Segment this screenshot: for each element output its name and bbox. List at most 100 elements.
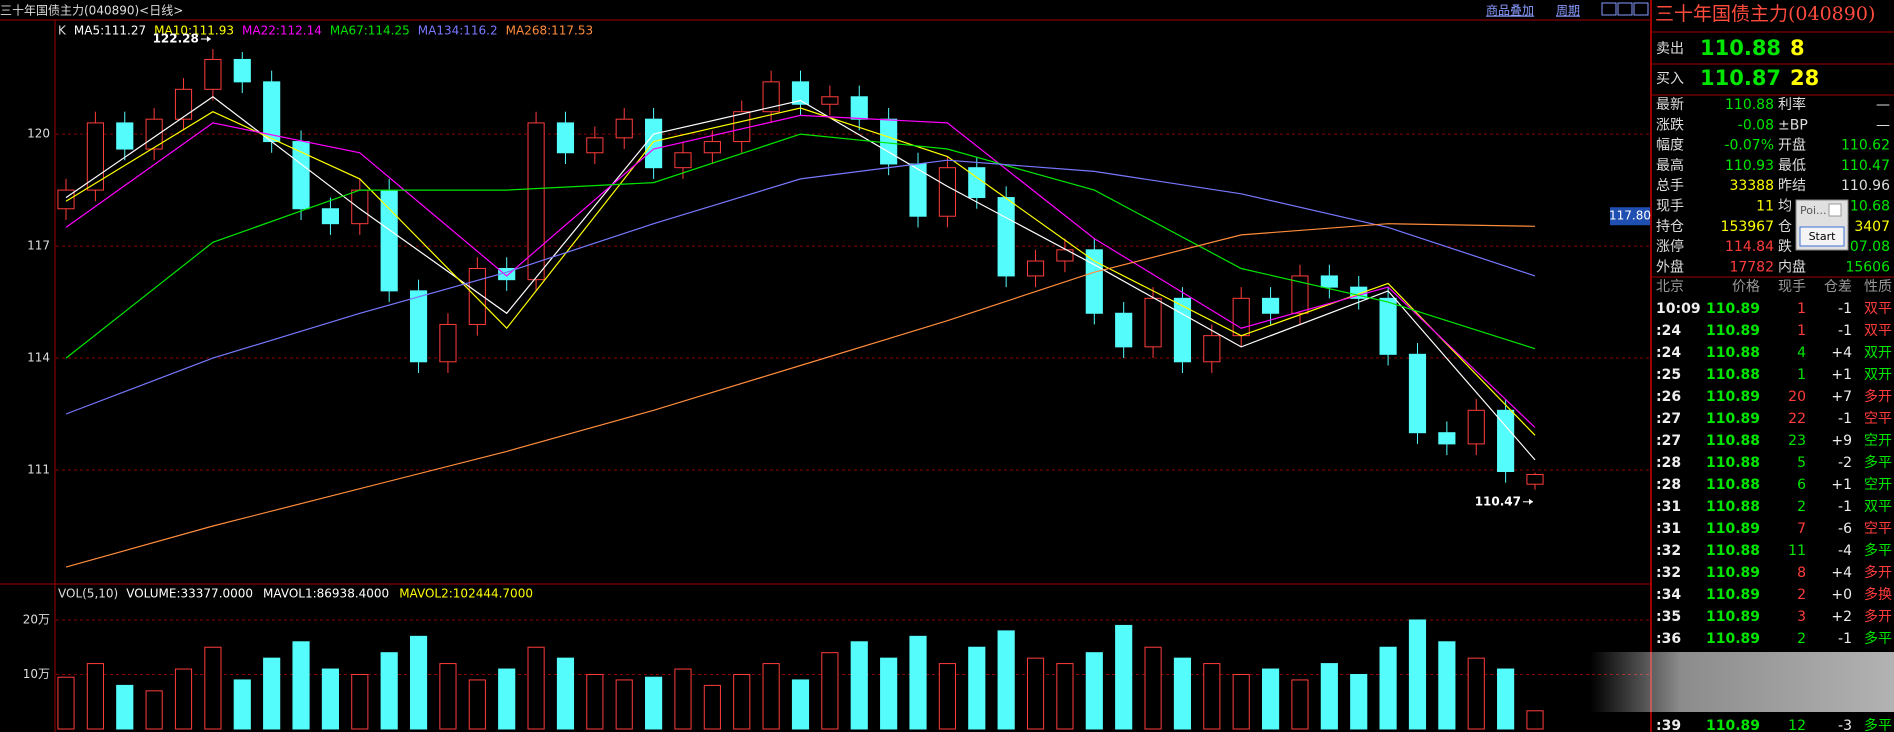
volume-bar bbox=[762, 663, 780, 730]
volume-bar bbox=[409, 635, 428, 730]
trade-change: -1 bbox=[1838, 323, 1852, 339]
trade-time: :28 bbox=[1656, 455, 1681, 471]
popup-icon bbox=[1828, 203, 1842, 217]
candle-body bbox=[1203, 335, 1221, 363]
volume-bar bbox=[1173, 657, 1192, 730]
stat-label: 最低 bbox=[1778, 158, 1806, 174]
trade-price: 110.88 bbox=[1706, 499, 1760, 515]
trade-price: 110.88 bbox=[1706, 367, 1760, 383]
trade-nature: 多平 bbox=[1864, 454, 1892, 471]
candle-body bbox=[1379, 297, 1397, 355]
candle-body bbox=[850, 96, 868, 120]
trade-price: 110.89 bbox=[1706, 323, 1760, 339]
volume-stat-name: MAVOL1: bbox=[263, 587, 317, 601]
trade-change: +7 bbox=[1831, 389, 1852, 405]
legend-value: 111.93 bbox=[192, 24, 234, 38]
candle-body bbox=[439, 323, 457, 363]
trade-price: 110.88 bbox=[1706, 345, 1760, 361]
candle-body bbox=[321, 208, 339, 225]
ask-price: 110.88 bbox=[1700, 36, 1781, 60]
legend-name: MA5: bbox=[74, 24, 104, 38]
y-tick-label: 120 bbox=[27, 127, 50, 141]
volume-bar bbox=[1085, 652, 1103, 730]
volume-bar bbox=[997, 630, 1015, 730]
stat-label: 开盘 bbox=[1778, 137, 1806, 154]
stat-label: 幅度 bbox=[1656, 138, 1684, 154]
candle-body bbox=[615, 118, 633, 139]
volume-stat-value: 33377.0000 bbox=[181, 587, 254, 601]
candle-body bbox=[351, 189, 369, 225]
legend-value: 111.27 bbox=[104, 24, 146, 38]
stat-label: 现手 bbox=[1656, 199, 1684, 215]
trade-header: 现手 bbox=[1778, 279, 1806, 295]
overlay-link[interactable]: 商品叠加 bbox=[1486, 3, 1534, 18]
volume-bar bbox=[1526, 710, 1544, 730]
volume-bar bbox=[1320, 663, 1338, 730]
button[interactable] bbox=[1617, 2, 1633, 16]
button[interactable] bbox=[1601, 2, 1617, 16]
volume-bar bbox=[174, 668, 193, 730]
volume-bar bbox=[1497, 668, 1515, 730]
y-tick-label: 10万 bbox=[23, 667, 50, 681]
trade-nature: 双平 bbox=[1864, 323, 1892, 339]
volume-bar bbox=[1291, 679, 1309, 730]
bid-price: 110.87 bbox=[1700, 66, 1781, 90]
trade-change: -1 bbox=[1838, 499, 1852, 515]
candle-body bbox=[968, 167, 986, 199]
volume-bar bbox=[263, 657, 281, 730]
extreme-label: 122.28 bbox=[153, 32, 199, 46]
volume-bar bbox=[1144, 646, 1162, 730]
volume-bar bbox=[674, 668, 692, 730]
volume-bar bbox=[1438, 641, 1456, 730]
trade-time: :32 bbox=[1656, 543, 1681, 559]
legend-value: 112.14 bbox=[280, 24, 322, 38]
candle-body bbox=[645, 118, 663, 169]
ma-line bbox=[65, 159, 1536, 415]
trade-nature: 空开 bbox=[1864, 477, 1892, 493]
trade-change: +4 bbox=[1831, 565, 1852, 581]
trade-time: :24 bbox=[1656, 345, 1681, 361]
trade-volume: 1 bbox=[1797, 301, 1806, 317]
volume-bar bbox=[116, 684, 134, 730]
volume-bar bbox=[909, 635, 927, 730]
volume-bar bbox=[1350, 673, 1368, 730]
trade-time: :32 bbox=[1656, 565, 1681, 581]
title-bar bbox=[0, 0, 1894, 20]
volume-bar bbox=[1203, 663, 1221, 730]
ma-line bbox=[65, 107, 1536, 436]
legend-value: 114.25 bbox=[368, 24, 410, 38]
volume-bar bbox=[351, 673, 369, 730]
stat-label: 利率 bbox=[1778, 96, 1806, 113]
volume-stat-value: 86938.4000 bbox=[317, 587, 390, 601]
bid-label: 买入 bbox=[1656, 71, 1684, 87]
candle-body bbox=[909, 163, 927, 217]
start-button[interactable] bbox=[1799, 226, 1845, 247]
trade-change: +1 bbox=[1831, 477, 1852, 493]
window-buttons bbox=[1601, 2, 1649, 16]
period-link[interactable]: 周期 bbox=[1556, 4, 1580, 18]
trade-time: :25 bbox=[1656, 367, 1681, 383]
trade-change: -1 bbox=[1838, 301, 1852, 317]
volume-bar bbox=[57, 676, 75, 730]
stat-value: 110.93 bbox=[1725, 158, 1774, 174]
ask-volume: 8 bbox=[1790, 36, 1805, 60]
ma-line bbox=[65, 96, 1536, 461]
candle-body bbox=[703, 141, 721, 154]
stat-value: 10.68 bbox=[1850, 199, 1890, 215]
stat-label: 涨跌 bbox=[1656, 117, 1684, 133]
volume-bar bbox=[791, 679, 810, 730]
stat-label: 涨停 bbox=[1656, 238, 1684, 255]
trade-volume: 23 bbox=[1788, 433, 1806, 449]
indicator-label: K bbox=[58, 24, 67, 38]
trade-change: -1 bbox=[1838, 631, 1852, 647]
ma-line bbox=[65, 223, 1536, 568]
volume-bar bbox=[145, 690, 163, 730]
trade-volume: 6 bbox=[1797, 477, 1806, 493]
candle-body bbox=[1467, 409, 1485, 445]
volume-bar bbox=[321, 668, 339, 730]
candle-body bbox=[1291, 275, 1309, 314]
button[interactable] bbox=[1633, 2, 1649, 16]
candle-body bbox=[527, 122, 545, 281]
trade-time: :28 bbox=[1656, 477, 1681, 493]
